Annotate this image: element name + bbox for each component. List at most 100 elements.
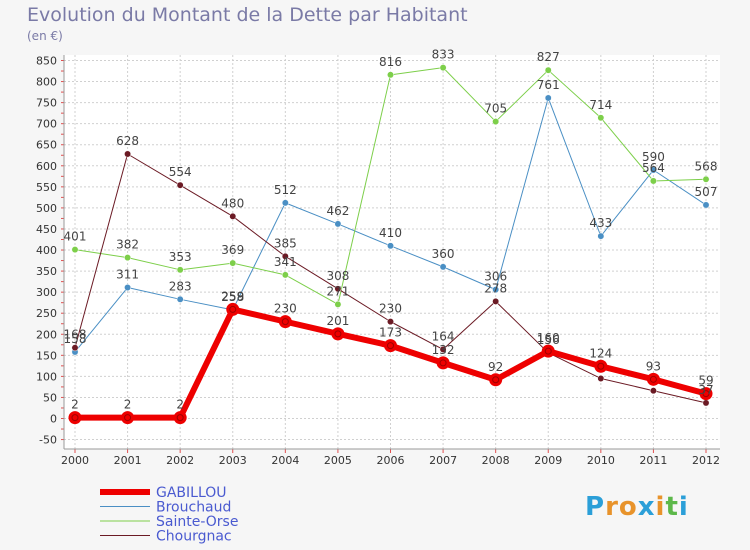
data-label-gabillou: 2	[124, 398, 132, 412]
x-tick-label: 2004	[271, 454, 299, 467]
data-label-gabillou: 59	[698, 374, 713, 388]
y-tick-label: 400	[36, 244, 57, 257]
data-label-brouchaud: 462	[326, 204, 349, 218]
data-label-brouchaud: 311	[116, 268, 139, 282]
x-tick-label: 2006	[377, 454, 405, 467]
logo-letter: o	[618, 492, 638, 522]
y-tick-label: 250	[36, 307, 57, 320]
data-point-brouchaud	[702, 201, 710, 209]
data-point-brouchaud	[387, 242, 394, 250]
data-label-brouchaud: 360	[432, 247, 455, 261]
data-label-chourgnac: 554	[169, 165, 192, 179]
data-label-gabillou: 2	[71, 398, 79, 412]
data-point-brouchaud	[544, 94, 552, 102]
data-label-brouchaud: 761	[537, 78, 560, 92]
data-point-inner-gabillou	[439, 359, 447, 367]
data-point-inner-gabillou	[702, 390, 710, 398]
data-label-gabillou: 160	[537, 331, 560, 345]
data-point-chourgnac	[387, 318, 394, 326]
proxiti-logo: Proxiti	[585, 492, 689, 522]
data-point-sainte-orse	[387, 71, 394, 79]
data-label-brouchaud: 158	[64, 332, 87, 346]
data-point-inner-gabillou	[597, 362, 605, 370]
data-point-gabillou	[594, 359, 608, 373]
logo-letter: P	[585, 492, 606, 522]
data-point-chourgnac	[702, 399, 710, 407]
data-point-gabillou	[121, 411, 135, 425]
data-point-sainte-orse	[544, 66, 552, 74]
x-tick-label: 2007	[429, 454, 457, 467]
data-point-brouchaud	[281, 199, 289, 207]
y-tick-label: 700	[36, 118, 57, 131]
data-label-sainte-orse: 341	[274, 255, 297, 269]
data-point-gabillou	[646, 372, 660, 386]
data-label-chourgnac: 156	[537, 333, 560, 347]
data-point-gabillou	[278, 315, 292, 329]
data-label-brouchaud: 507	[695, 185, 718, 199]
data-point-chourgnac	[649, 387, 657, 395]
data-point-sainte-orse	[439, 64, 447, 72]
x-tick-label: 2005	[324, 454, 352, 467]
data-label-gabillou: 173	[379, 326, 402, 340]
data-point-chourgnac	[334, 285, 342, 293]
data-point-chourgnac	[71, 344, 79, 352]
data-point-sainte-orse	[492, 118, 500, 126]
data-label-chourgnac: 164	[432, 329, 455, 343]
y-tick-label: 50	[43, 391, 57, 404]
data-point-sainte-orse	[176, 266, 184, 274]
x-tick-label: 2009	[534, 454, 562, 467]
data-point-gabillou	[541, 344, 555, 358]
data-point-chourgnac	[597, 375, 605, 382]
data-point-inner-gabillou	[229, 305, 237, 313]
data-label-gabillou: 124	[589, 346, 612, 360]
data-point-sainte-orse	[281, 271, 289, 279]
y-tick-label: 650	[36, 139, 57, 152]
data-label-gabillou: 201	[326, 314, 349, 328]
logo-letter: t	[665, 492, 679, 522]
data-label-sainte-orse: 271	[326, 284, 349, 298]
data-label-brouchaud: 258	[221, 290, 244, 304]
data-point-inner-gabillou	[281, 318, 289, 326]
data-point-brouchaud	[597, 232, 605, 240]
data-point-inner-gabillou	[71, 414, 79, 422]
data-point-gabillou	[226, 302, 240, 316]
data-point-sainte-orse	[334, 300, 342, 308]
logo-letter: x	[637, 492, 656, 522]
data-label-sainte-orse: 833	[432, 48, 455, 62]
data-label-brouchaud: 306	[484, 270, 507, 284]
y-tick-label: 0	[50, 413, 57, 426]
y-tick-label: 300	[36, 286, 57, 299]
data-label-sainte-orse: 705	[484, 102, 507, 116]
legend-label: GABILLOU	[156, 485, 227, 501]
y-tick-label: 350	[36, 265, 57, 278]
x-tick-label: 2003	[219, 454, 247, 467]
data-point-chourgnac	[281, 252, 289, 260]
data-point-chourgnac	[124, 150, 132, 158]
data-label-gabillou: 132	[432, 343, 455, 357]
data-point-gabillou	[173, 411, 187, 425]
y-tick-label: 750	[36, 97, 57, 110]
data-label-chourgnac: 37	[698, 383, 713, 397]
data-point-gabillou	[68, 411, 82, 425]
data-point-brouchaud	[334, 220, 342, 228]
x-tick-label: 2010	[587, 454, 615, 467]
x-tick-label: 2000	[61, 454, 89, 467]
data-point-sainte-orse	[71, 246, 79, 254]
data-point-chourgnac	[176, 181, 184, 189]
data-label-chourgnac: 230	[379, 302, 402, 316]
x-tick-label: 2001	[114, 454, 142, 467]
data-point-brouchaud	[176, 295, 184, 303]
data-point-brouchaud	[439, 263, 447, 271]
data-point-gabillou	[699, 387, 713, 401]
logo-letter: i	[655, 492, 666, 522]
x-tick-label: 2011	[639, 454, 667, 467]
data-point-brouchaud	[124, 284, 132, 291]
y-tick-label: 550	[36, 181, 57, 194]
data-point-inner-gabillou	[124, 414, 132, 422]
data-point-gabillou	[489, 373, 503, 387]
data-point-inner-gabillou	[387, 342, 394, 350]
data-label-chourgnac: 168	[64, 328, 87, 342]
x-tick-label: 2012	[692, 454, 720, 467]
data-label-chourgnac: 628	[116, 134, 139, 148]
